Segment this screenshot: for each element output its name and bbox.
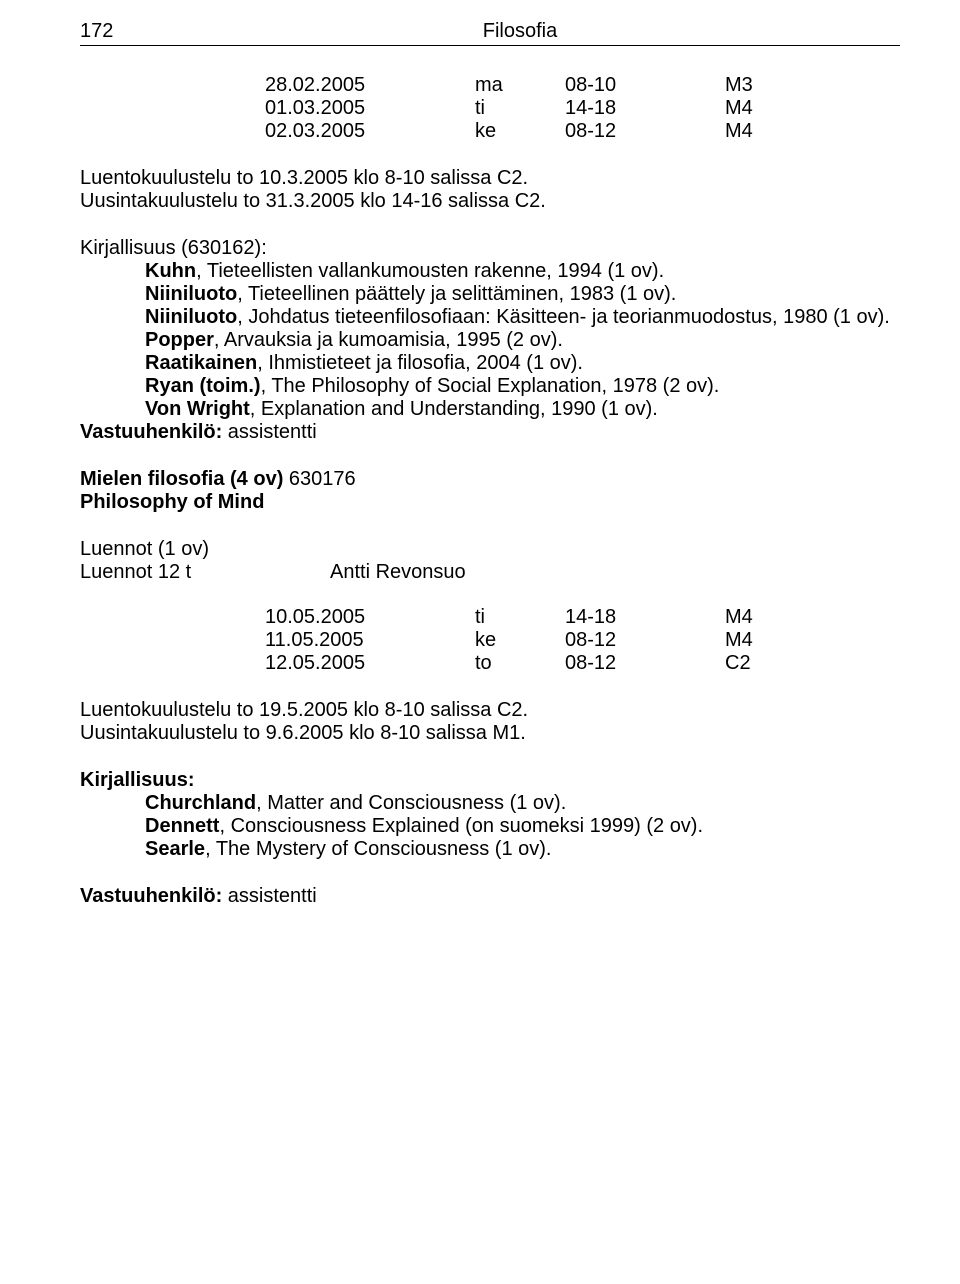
schedule-time: 14-18: [565, 97, 725, 120]
responsible-line: Vastuuhenkilö: assistentti: [80, 421, 900, 444]
course-title: Mielen filosofia (4 ov) 630176: [80, 468, 900, 491]
schedule-time: 08-12: [565, 629, 725, 652]
author: Raatikainen: [145, 352, 257, 374]
schedule-day: ma: [475, 74, 565, 97]
schedule-date: 01.03.2005: [265, 97, 475, 120]
literature-item: Popper, Arvauksia ja kumoamisia, 1995 (2…: [80, 329, 900, 352]
course-code: 630176: [289, 468, 356, 490]
header-title: Filosofia: [140, 20, 900, 43]
page-container: 172 Filosofia 28.02.2005 ma 08-10 M3 01.…: [0, 0, 960, 948]
responsible-label: Vastuuhenkilö:: [80, 421, 222, 443]
literature-item: Niiniluoto, Johdatus tieteenfilosofiaan:…: [80, 306, 900, 329]
literature-block-1: Kirjallisuus (630162): Kuhn, Tieteellist…: [80, 237, 900, 444]
author: Dennett: [145, 815, 219, 837]
schedule-room: C2: [725, 652, 785, 675]
lectures-hours: Luennot 12 t: [80, 561, 330, 584]
author: Niiniluoto: [145, 283, 237, 305]
literature-item: Niiniluoto, Tieteellinen päättely ja sel…: [80, 283, 900, 306]
schedule-date: 10.05.2005: [265, 606, 475, 629]
lectures-row: Luennot 12 t Antti Revonsuo: [80, 561, 900, 584]
exam-info-1: Luentokuulustelu to 10.3.2005 klo 8-10 s…: [80, 167, 900, 213]
schedule-room: M4: [725, 606, 785, 629]
exam-line: Uusintakuulustelu to 9.6.2005 klo 8-10 s…: [80, 722, 900, 745]
exam-line: Luentokuulustelu to 19.5.2005 klo 8-10 s…: [80, 699, 900, 722]
schedule-day: ke: [475, 629, 565, 652]
schedule-table-2: 10.05.2005 ti 14-18 M4 11.05.2005 ke 08-…: [265, 606, 900, 675]
course-heading-2: Mielen filosofia (4 ov) 630176 Philosoph…: [80, 468, 900, 514]
schedule-day: ke: [475, 120, 565, 143]
schedule-time: 08-12: [565, 652, 725, 675]
schedule-room: M4: [725, 629, 785, 652]
schedule-row: 01.03.2005 ti 14-18 M4: [265, 97, 900, 120]
literature-item: Von Wright, Explanation and Understandin…: [80, 398, 900, 421]
schedule-room: M3: [725, 74, 785, 97]
literature-heading: Kirjallisuus:: [80, 769, 900, 792]
responsible-label: Vastuuhenkilö:: [80, 885, 222, 907]
schedule-time: 14-18: [565, 606, 725, 629]
lectures-line1: Luennot (1 ov): [80, 538, 900, 561]
responsible-line-2: Vastuuhenkilö: assistentti: [80, 885, 900, 908]
responsible-value: assistentti: [222, 421, 316, 443]
lit-rest: , Tieteellisten vallankumousten rakenne,…: [196, 260, 664, 282]
author: Von Wright: [145, 398, 250, 420]
header-divider: [80, 45, 900, 46]
schedule-date: 12.05.2005: [265, 652, 475, 675]
schedule-row: 11.05.2005 ke 08-12 M4: [265, 629, 900, 652]
lit-rest: , Explanation and Understanding, 1990 (1…: [250, 398, 658, 420]
literature-item: Dennett, Consciousness Explained (on suo…: [80, 815, 900, 838]
schedule-day: to: [475, 652, 565, 675]
exam-info-2: Luentokuulustelu to 19.5.2005 klo 8-10 s…: [80, 699, 900, 745]
lectures-info: Luennot (1 ov) Luennot 12 t Antti Revons…: [80, 538, 900, 584]
lit-rest: , Consciousness Explained (on suomeksi 1…: [219, 815, 703, 837]
lit-rest: , Matter and Consciousness (1 ov).: [256, 792, 566, 814]
exam-line: Uusintakuulustelu to 31.3.2005 klo 14-16…: [80, 190, 900, 213]
course-subtitle: Philosophy of Mind: [80, 491, 900, 514]
schedule-time: 08-10: [565, 74, 725, 97]
author: Niiniluoto: [145, 306, 237, 328]
author: Searle: [145, 838, 205, 860]
exam-line: Luentokuulustelu to 10.3.2005 klo 8-10 s…: [80, 167, 900, 190]
schedule-row: 28.02.2005 ma 08-10 M3: [265, 74, 900, 97]
author: Churchland: [145, 792, 256, 814]
page-header: 172 Filosofia: [80, 20, 900, 43]
lit-rest: , The Mystery of Consciousness (1 ov).: [205, 838, 551, 860]
author: Kuhn: [145, 260, 196, 282]
literature-block-2: Kirjallisuus: Churchland, Matter and Con…: [80, 769, 900, 861]
literature-heading: Kirjallisuus (630162):: [80, 237, 900, 260]
schedule-row: 10.05.2005 ti 14-18 M4: [265, 606, 900, 629]
literature-item: Churchland, Matter and Consciousness (1 …: [80, 792, 900, 815]
schedule-row: 02.03.2005 ke 08-12 M4: [265, 120, 900, 143]
lit-rest: , The Philosophy of Social Explanation, …: [261, 375, 720, 397]
literature-item: Ryan (toim.), The Philosophy of Social E…: [80, 375, 900, 398]
schedule-date: 11.05.2005: [265, 629, 475, 652]
page-number: 172: [80, 20, 140, 43]
author: Ryan (toim.): [145, 375, 261, 397]
course-title-text: Mielen filosofia (4 ov): [80, 468, 289, 490]
literature-item: Searle, The Mystery of Consciousness (1 …: [80, 838, 900, 861]
schedule-time: 08-12: [565, 120, 725, 143]
schedule-day: ti: [475, 606, 565, 629]
schedule-date: 02.03.2005: [265, 120, 475, 143]
schedule-date: 28.02.2005: [265, 74, 475, 97]
schedule-room: M4: [725, 97, 785, 120]
schedule-day: ti: [475, 97, 565, 120]
schedule-table-1: 28.02.2005 ma 08-10 M3 01.03.2005 ti 14-…: [265, 74, 900, 143]
lit-rest: , Johdatus tieteenfilosofiaan: Käsitteen…: [237, 306, 890, 328]
literature-item: Raatikainen, Ihmistieteet ja filosofia, …: [80, 352, 900, 375]
literature-item: Kuhn, Tieteellisten vallankumousten rake…: [80, 260, 900, 283]
responsible-value: assistentti: [222, 885, 316, 907]
author: Popper: [145, 329, 214, 351]
lit-rest: , Tieteellinen päättely ja selittäminen,…: [237, 283, 676, 305]
lit-rest: , Ihmistieteet ja filosofia, 2004 (1 ov)…: [257, 352, 583, 374]
schedule-row: 12.05.2005 to 08-12 C2: [265, 652, 900, 675]
schedule-room: M4: [725, 120, 785, 143]
lecturer-name: Antti Revonsuo: [330, 561, 900, 584]
lit-rest: , Arvauksia ja kumoamisia, 1995 (2 ov).: [214, 329, 563, 351]
